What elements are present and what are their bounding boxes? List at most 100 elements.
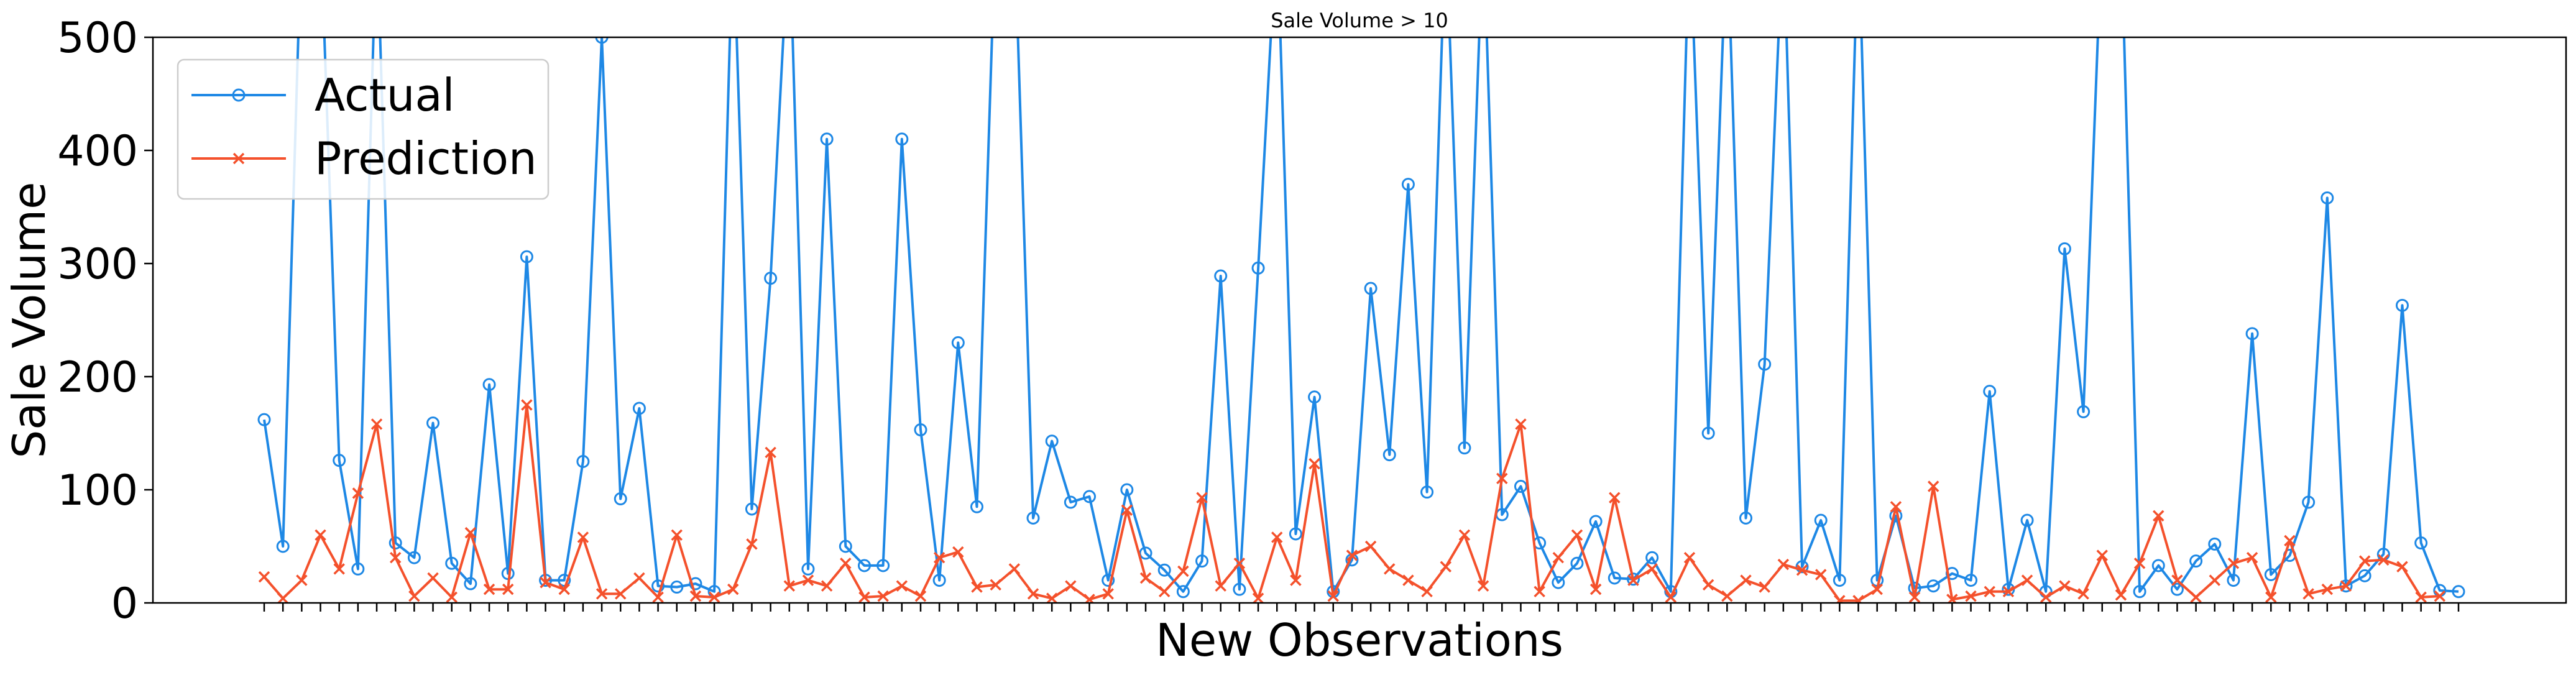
data-point [990,579,1001,591]
data-point [1964,574,1978,587]
data-point [540,577,551,589]
data-point [464,577,477,590]
data-point [2059,580,2071,592]
data-point [615,588,627,600]
data-point [464,526,477,539]
data-point [2153,510,2164,522]
data-point [389,536,402,550]
series-prediction [258,399,2446,603]
data-point [445,556,459,570]
data-point [2040,591,2052,603]
data-point [2246,551,2258,564]
data-point [857,559,871,572]
series-group [257,37,2465,603]
data-point [296,574,308,586]
data-point [2133,585,2146,599]
data-point [840,558,852,569]
data-point [2208,537,2222,551]
data-point [2227,574,2240,587]
data-point [1890,501,1902,513]
data-point [746,538,758,550]
data-point [801,562,815,576]
data-point [1815,569,1827,581]
series-line [263,37,2459,593]
data-point [1421,585,1433,598]
legend-item-actual: Actual [191,69,455,121]
data-point [783,580,796,592]
data-point [2414,536,2428,550]
data-point [2452,585,2465,599]
data-point [1027,588,1039,600]
data-point [633,572,645,584]
data-point [2378,554,2390,566]
data-point [2151,559,2165,572]
data-point [1046,592,1058,603]
y-tick-label: 400 [57,127,138,176]
data-point [1514,480,1527,494]
data-point [2434,590,2446,602]
data-point [1214,269,1228,283]
data-point [427,572,439,584]
data-point [914,423,927,437]
data-point [2021,574,2033,586]
data-point [1420,485,1434,499]
data-point [2171,574,2183,586]
data-point [1608,571,1621,585]
data-point [1289,527,1302,541]
data-point [1515,418,1527,430]
data-point [1477,580,1489,592]
data-point [1552,576,1565,589]
data-point [1327,590,1339,602]
data-point [1759,581,1770,593]
data-point [315,529,326,541]
data-point [1795,560,1809,574]
data-point [2096,549,2108,561]
data-point [2321,583,2334,595]
data-point [1346,549,1358,561]
data-point [765,446,776,459]
legend-marker [232,88,246,102]
y-axis-ticks: 0 100 200 300 400 500 [57,14,153,628]
data-point [2264,568,2278,581]
x-axis-label: New Observations [1156,614,1563,666]
data-point [333,563,345,575]
data-point [1701,426,1715,440]
data-point [351,562,365,576]
y-tick-label: 200 [57,353,138,402]
data-point [1139,546,1152,560]
chart-title: Sale Volume > 10 [1271,9,1448,32]
data-point [1570,556,1584,570]
data-point [2302,495,2316,509]
data-point [595,37,609,44]
data-point [1402,574,1414,586]
data-point [1271,531,1283,543]
data-point [2227,558,2240,569]
data-point [502,583,514,595]
data-point [1195,554,1209,568]
y-tick-label: 300 [57,240,138,289]
data-point [2415,591,2427,603]
data-point [389,551,402,564]
data-point [1926,579,1940,593]
data-point [1458,529,1471,541]
y-tick-label: 0 [111,579,138,628]
data-point [1626,572,1640,586]
data-point [1083,490,1097,503]
data-point [1739,512,1753,525]
data-point [1401,178,1415,191]
data-point [257,413,271,426]
series-line [263,403,2440,602]
data-point [1983,385,1997,398]
data-point [1908,591,1921,603]
data-point [577,531,589,543]
data-point [276,540,290,553]
data-point [914,590,927,602]
data-point [1552,551,1565,564]
data-point [896,580,908,592]
data-point [1157,563,1171,577]
data-point [2002,585,2015,598]
data-point [1945,567,1959,581]
data-point [408,590,420,602]
data-point [2077,588,2089,600]
data-point [576,455,590,468]
